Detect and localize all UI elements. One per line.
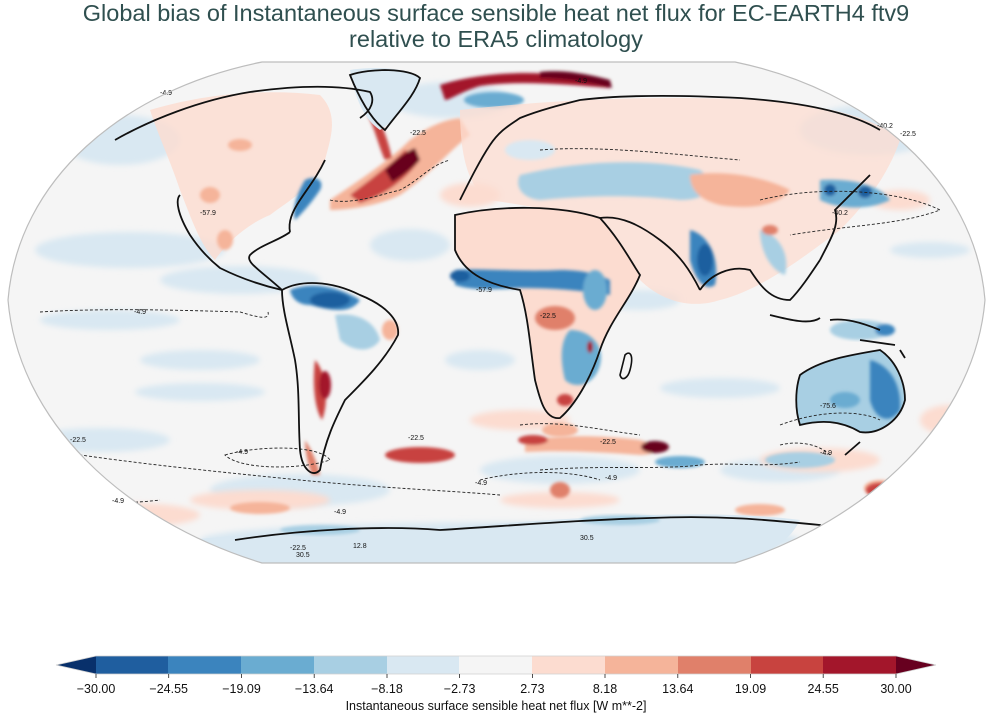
colorbar-bin-5 xyxy=(459,656,532,674)
colorbar-bin-2 xyxy=(241,656,314,674)
svg-text:-57.9: -57.9 xyxy=(476,287,492,294)
colorbar-bin-7 xyxy=(605,656,678,674)
colorbar-bin-0 xyxy=(96,656,169,674)
svg-text:-4.9: -4.9 xyxy=(605,475,617,482)
colorbar-bin-1 xyxy=(168,656,241,674)
svg-text:-22.5: -22.5 xyxy=(600,439,616,446)
chart-title: Global bias of Instantaneous surface sen… xyxy=(0,0,992,52)
colorbar-tick: −13.64 xyxy=(294,682,334,696)
svg-text:-40.2: -40.2 xyxy=(832,210,848,217)
colorbar-bin-3 xyxy=(314,656,387,674)
colorbar-bin-8 xyxy=(678,656,751,674)
colorbar-tick: −19.09 xyxy=(222,682,261,696)
svg-text:-22.5: -22.5 xyxy=(408,435,424,442)
svg-text:-4.9: -4.9 xyxy=(134,309,146,316)
contour-labels: -4.9 -4.9 -22.5 -22.5 -22.5 -40.2 -22.5 … xyxy=(70,78,916,559)
colorbar-tick: 24.55 xyxy=(807,682,839,696)
svg-text:-40.2: -40.2 xyxy=(877,123,893,130)
svg-text:-4.9: -4.9 xyxy=(475,480,487,487)
colorbar-tick: 13.64 xyxy=(662,682,694,696)
colorbar-tick: −8.18 xyxy=(371,682,403,696)
colorbar-tick: 8.18 xyxy=(592,682,618,696)
colorbar-tick: −2.73 xyxy=(443,682,476,696)
colorbar-bin-10 xyxy=(823,656,896,674)
colorbar-extend-max xyxy=(896,656,936,674)
svg-text:-4.9: -4.9 xyxy=(236,449,248,456)
svg-text:-75.6: -75.6 xyxy=(820,403,836,410)
colorbar-tick: 2.73 xyxy=(520,682,545,696)
colorbar-tick: −24.55 xyxy=(149,682,188,696)
title-line-2: relative to ERA5 climatology xyxy=(349,26,643,52)
svg-text:-22.5: -22.5 xyxy=(410,130,426,137)
colorbar-extend-min xyxy=(56,656,96,674)
svg-text:-22.5: -22.5 xyxy=(540,313,556,320)
coastlines xyxy=(114,69,961,551)
colorbar-tick: −30.00 xyxy=(76,682,116,696)
svg-text:30.5: 30.5 xyxy=(580,535,594,542)
svg-text:-4.9: -4.9 xyxy=(112,498,124,505)
colorbar-tick: 19.09 xyxy=(734,682,767,696)
svg-text:-22.5: -22.5 xyxy=(70,437,86,444)
svg-text:-4.9: -4.9 xyxy=(820,450,832,457)
colorbar-bin-6 xyxy=(532,656,605,674)
colorbar-bin-4 xyxy=(387,656,459,674)
svg-text:12.8: 12.8 xyxy=(353,543,367,550)
svg-text:30.5: 30.5 xyxy=(296,552,310,559)
title-line-1: Global bias of Instantaneous surface sen… xyxy=(82,0,910,26)
colorbar-bin-9 xyxy=(751,656,823,674)
svg-text:-57.9: -57.9 xyxy=(200,210,216,217)
climatology-contours xyxy=(19,148,942,504)
svg-text:-22.5: -22.5 xyxy=(900,131,916,138)
svg-text:-22.5: -22.5 xyxy=(290,545,306,552)
svg-text:-4.9: -4.9 xyxy=(334,509,346,516)
colorbar-label: Instantaneous surface sensible heat net … xyxy=(345,699,647,713)
colorbar-tick: 30.00 xyxy=(880,682,912,696)
svg-text:-4.9: -4.9 xyxy=(575,78,587,85)
